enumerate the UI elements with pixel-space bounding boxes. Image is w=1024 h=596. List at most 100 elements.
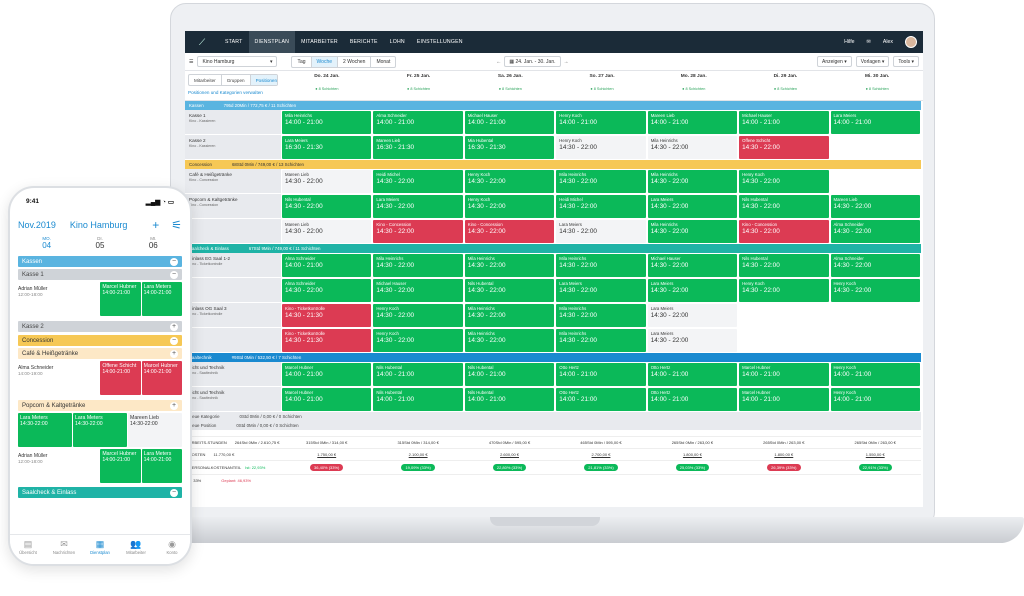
nav-mitarbeiter[interactable]: MITARBEITER [301,39,338,45]
shift-card[interactable]: Otto Hertz 14:00 - 21:00 [647,363,738,386]
section-header[interactable]: Saaltechnik #9Std 0Min / 532,50 € / 7 Sch… [185,353,921,362]
logo-icon[interactable]: ⟋ [198,36,206,47]
nav-berichte[interactable]: BERICHTE [349,39,378,45]
position-label[interactable]: Licht und Technik Kino - Saaltechnik [185,362,281,387]
empty-cell[interactable] [831,136,920,159]
nav-einstellungen[interactable]: EINSTELLUNGEN [416,39,463,45]
position-label[interactable] [185,219,281,244]
section-header[interactable]: Saalcheck & Einlass 67Std 9Min / 749,00 €… [185,244,921,253]
shift-card[interactable]: Lara Meiers 16:30 - 21:30 [282,136,372,159]
date-range-picker[interactable]: ▦ 24. Jan. - 30. Jan. [504,56,561,67]
shift-card[interactable]: Henry Koch 14:00 - 21:00 [830,388,920,411]
position-label[interactable]: Kasse 1 Kino - Kassieren [185,110,281,135]
section-header[interactable]: Concession 68Std 0Min / 749,00 € / 13 Sch… [185,160,921,169]
shift-card[interactable]: Mareen Lieb 14:00 - 21:00 [647,111,738,134]
open-shift-card[interactable]: Kino - Ticketkontrolle 14:30 - 21:30 [282,329,372,352]
empty-cell[interactable] [59,282,99,316]
section-kassen[interactable]: Kassen − [18,256,182,267]
shift-card[interactable]: Otto Hertz 14:00 - 21:00 [556,363,646,386]
shift-card[interactable]: Alma Schneider 14:30 - 22:00 [830,220,920,243]
phone-day[interactable]: MI. 06 [148,236,158,250]
section-concession[interactable]: Concession − [18,335,182,346]
position-label[interactable]: Kasse 2 Kino - Kassieren [185,135,281,160]
view-two-weeks[interactable]: 2 Wochen [338,56,372,67]
phone-day[interactable]: MO. 04 [42,236,52,250]
shift-card[interactable]: Lara Meters 14:00-21:00 [141,449,182,483]
shift-card[interactable]: Mila Heinrichs 14:30 - 22:00 [556,254,646,277]
collapse-icon[interactable]: − [170,336,178,345]
shift-card[interactable]: Marcel Hubner 14:00 - 21:00 [282,388,372,411]
shift-card[interactable]: Alma Schneider 14:30 - 22:00 [830,254,920,277]
vorlagen-button[interactable]: Vorlagen ▾ [855,56,890,67]
shift-card[interactable]: Mila Heinrichs 14:30 - 22:00 [464,304,555,327]
filter-positionen[interactable]: Positionen [250,75,277,85]
shift-card[interactable]: Alma Schneider 14:00 - 21:00 [373,111,463,134]
tab-uebersicht[interactable]: ▤ Übersicht [10,535,46,564]
month-label[interactable]: Nov.2019 [18,220,56,230]
shift-card[interactable]: Lara Meiers 14:30 - 22:00 [556,279,646,302]
tab-nachrichten[interactable]: ✉ Nachrichten [46,535,82,564]
day-header[interactable]: Di. 29 Jan. ● 8 Schichten [740,71,832,100]
shift-card[interactable]: Lara Meiers 14:30 - 22:00 [647,304,738,327]
shift-card[interactable]: Michael Hauser 14:30 - 22:00 [647,254,738,277]
shift-card[interactable]: Mila Heinrichs 14:30 - 22:00 [647,136,738,159]
nav-dienstplan[interactable]: DIENSTPLAN [248,31,296,53]
shift-card[interactable]: Henry Koch 14:30 - 22:00 [464,195,555,218]
shift-card[interactable]: Otto Hertz 14:00 - 21:00 [647,388,738,411]
filter-mitarbeiter[interactable]: Mitarbeiter [189,75,222,85]
mail-icon[interactable]: ✉ [866,39,871,45]
shift-card[interactable]: Lara Meiers 14:30 - 22:00 [556,220,646,243]
anzeigen-button[interactable]: Anzeigen ▾ [816,56,852,67]
add-icon[interactable]: + [170,401,178,410]
tab-mitarbeiter[interactable]: 👥 Mitarbeiter [118,535,154,564]
position-label[interactable] [185,278,281,303]
manage-positions-link[interactable]: Positionen und Kategorien verwalten [188,90,263,95]
user-menu[interactable]: Alex [882,39,893,45]
tools-button[interactable]: Tools ▾ [893,56,919,67]
row-cafe[interactable]: Café & Heißgetränke + [18,348,182,359]
shift-card[interactable]: Heidi Michel 14:30 - 22:00 [373,170,463,193]
expand-icon[interactable]: + [170,322,178,331]
shift-card[interactable]: Lara Meiers 14:30 - 22:00 [647,279,738,302]
position-label[interactable]: Café & Heißgetränke Kino - Concession [185,169,281,194]
shift-card[interactable]: Henry Koch 14:30 - 22:00 [556,136,646,159]
add-icon[interactable]: + [152,218,160,232]
day-header[interactable]: So. 27 Jan. ● 8 Schichten [556,71,648,100]
shift-card[interactable]: Henry Koch 14:30 - 22:00 [373,329,463,352]
collapse-icon[interactable]: − [170,257,178,266]
tab-dienstplan[interactable]: ▦ Dienstplan [82,535,118,564]
row-kasse1[interactable]: Kasse 1− [18,269,182,280]
shift-card[interactable]: Nils Hubental 14:00 - 21:00 [464,363,555,386]
tab-konto[interactable]: ◉ Konto [154,535,190,564]
section-header[interactable]: Neue Position 0Std 0Min / 0,00 € / 0 Schi… [185,421,921,430]
collapse-icon[interactable]: − [170,270,178,279]
shift-card[interactable]: Mareen Lieb 14:30 - 22:00 [282,170,372,193]
shift-card[interactable]: Mila Heinrichs 14:30 - 22:00 [556,329,646,352]
shift-card[interactable]: Alma Schneider 14:00 - 21:00 [282,254,372,277]
shift-card[interactable]: Otto Hertz 14:00 - 21:00 [556,388,646,411]
add-icon[interactable]: + [170,349,178,358]
position-label[interactable] [185,328,281,353]
filter-gruppen[interactable]: Gruppen [222,75,251,85]
shift-card[interactable]: Mia Hubental 16:30 - 21:30 [464,136,555,159]
phone-day[interactable]: DI. 05 [95,236,105,250]
shift-card[interactable]: Mareen Lieb 14:30 - 22:00 [282,220,372,243]
row-kasse2[interactable]: Kasse 2 + [18,321,182,332]
shift-card[interactable]: Heidi Michel 14:30 - 22:00 [556,195,646,218]
shift-card[interactable]: Nils Hubental 14:30 - 22:00 [739,254,829,277]
shift-card[interactable]: Marcel Hubner 14:00-21:00 [100,282,141,316]
shift-card[interactable]: Nils Hubental 14:00 - 21:00 [373,388,463,411]
shift-card[interactable]: Nils Hubental 14:30 - 22:00 [739,195,829,218]
section-header[interactable]: Kassen 795d 20Min / 772,75 € / 11 Schicht… [185,101,921,110]
shift-card[interactable]: Mila Heinrichs 14:30 - 22:00 [373,254,463,277]
shift-card[interactable]: Henry Koch 14:30 - 22:00 [464,170,555,193]
shift-card[interactable]: Lara Meiers 14:00 - 21:00 [830,111,920,134]
shift-card[interactable]: Marcel Hubner 14:00 - 21:00 [739,388,829,411]
shift-card[interactable]: Mareen Lieb 14:30 - 22:00 [830,195,920,218]
shift-card[interactable]: Lara Meters 14:30-22:00 [73,413,127,447]
section-header[interactable]: Neue Kategorie 0Std 0Min / 0,00 € / 0 Sch… [185,412,921,421]
section-saalcheck[interactable]: Saalcheck & Einlass − [18,487,182,498]
shift-card[interactable]: Mila Heinrichs 14:30 - 22:00 [647,170,738,193]
shift-card[interactable]: Lara Meters 14:00-21:00 [141,282,182,316]
shift-card[interactable]: Nils Hubental 14:00 - 21:00 [464,388,555,411]
